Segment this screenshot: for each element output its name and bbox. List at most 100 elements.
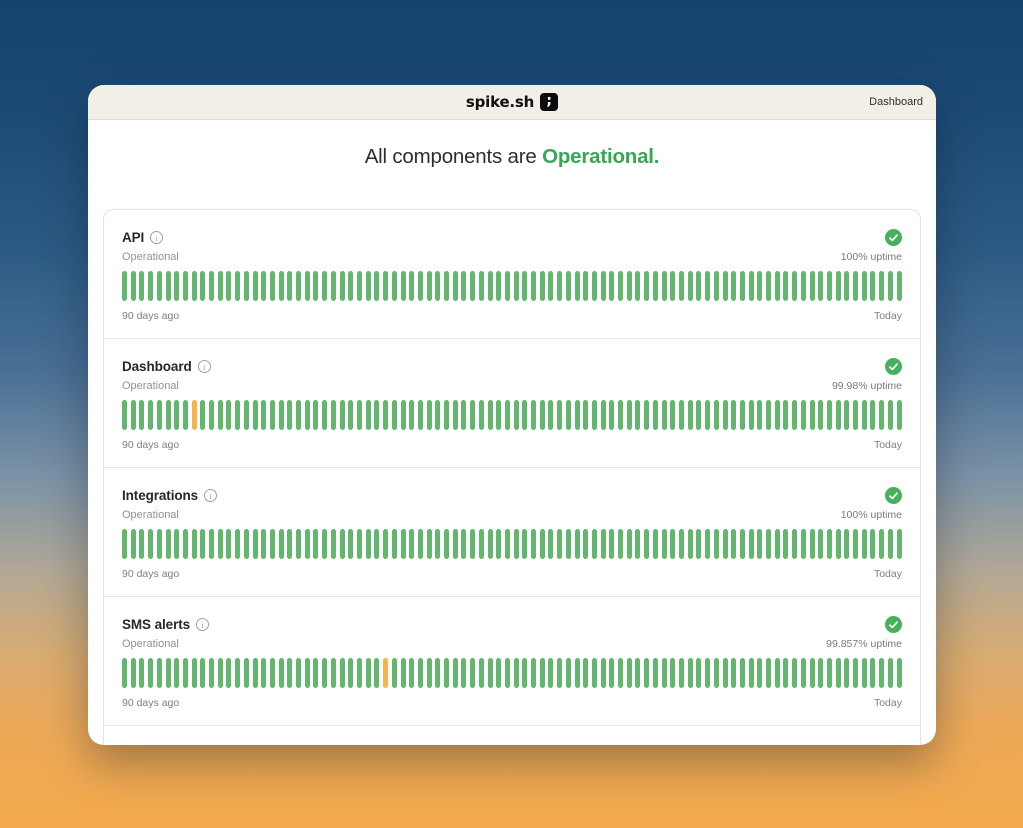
uptime-bar[interactable] [531,658,537,688]
uptime-bar[interactable] [409,658,415,688]
uptime-bar[interactable] [548,529,554,559]
uptime-bar[interactable] [348,271,354,301]
uptime-bar[interactable] [661,529,667,559]
uptime-bar[interactable] [600,658,606,688]
uptime-bar[interactable] [626,658,632,688]
uptime-bar[interactable] [226,400,232,430]
uptime-bar[interactable] [687,658,693,688]
uptime-bar[interactable] [365,529,371,559]
uptime-bar[interactable] [487,529,493,559]
uptime-bar[interactable] [417,529,423,559]
uptime-bar[interactable] [278,400,284,430]
uptime-bar[interactable] [800,271,806,301]
uptime-bar[interactable] [600,271,606,301]
uptime-bar[interactable] [557,271,563,301]
uptime-bar[interactable] [766,400,772,430]
uptime-bar[interactable] [583,658,589,688]
uptime-bar[interactable] [792,271,798,301]
uptime-bar[interactable] [487,271,493,301]
uptime-bar[interactable] [887,271,893,301]
uptime-bar[interactable] [670,400,676,430]
uptime-bar[interactable] [200,529,206,559]
uptime-bar[interactable] [504,529,510,559]
uptime-bar[interactable] [679,529,684,559]
uptime-bar[interactable] [209,271,215,301]
uptime-bar[interactable] [661,400,667,430]
uptime-bar-degraded[interactable] [383,658,389,688]
uptime-bar[interactable] [844,400,850,430]
uptime-bar[interactable] [748,400,754,430]
uptime-bar[interactable] [792,529,798,559]
uptime-bar[interactable] [652,271,658,301]
uptime-bar[interactable] [487,658,493,688]
uptime-bar[interactable] [417,658,423,688]
uptime-bar[interactable] [766,529,772,559]
uptime-bar[interactable] [200,400,206,430]
uptime-bar[interactable] [557,400,563,430]
uptime-bar[interactable] [679,271,684,301]
uptime-bar[interactable] [122,271,127,301]
uptime-bar[interactable] [861,529,867,559]
uptime-bar[interactable] [122,658,127,688]
uptime-bar[interactable] [757,400,763,430]
uptime-bar[interactable] [783,400,789,430]
uptime-bar[interactable] [757,529,763,559]
uptime-bar[interactable] [148,400,154,430]
uptime-bar[interactable] [444,271,450,301]
uptime-bar[interactable] [513,658,519,688]
uptime-bar[interactable] [896,271,902,301]
uptime-bar[interactable] [853,400,859,430]
uptime-bar[interactable] [435,529,441,559]
uptime-bar[interactable] [391,271,397,301]
uptime-bar[interactable] [191,529,197,559]
uptime-bar[interactable] [757,658,763,688]
uptime-bar[interactable] [313,400,319,430]
uptime-bar[interactable] [504,400,510,430]
uptime-bar[interactable] [731,400,737,430]
uptime-bar[interactable] [879,529,885,559]
uptime-bar[interactable] [696,400,702,430]
uptime-bar[interactable] [731,658,737,688]
uptime-bar[interactable] [522,271,528,301]
uptime-bar[interactable] [722,529,728,559]
uptime-bar[interactable] [174,271,180,301]
uptime-bar[interactable] [800,529,806,559]
uptime-bar[interactable] [156,271,162,301]
uptime-bar[interactable] [513,400,519,430]
uptime-bar[interactable] [409,271,415,301]
uptime-bar[interactable] [122,400,127,430]
uptime-bar[interactable] [243,529,249,559]
uptime-bar[interactable] [156,400,162,430]
uptime-bar[interactable] [200,271,206,301]
uptime-bar[interactable] [122,529,127,559]
uptime-bar[interactable] [635,658,641,688]
uptime-bar[interactable] [391,400,397,430]
uptime-bar[interactable] [818,658,824,688]
uptime-bar[interactable] [809,658,815,688]
uptime-bar[interactable] [330,271,336,301]
uptime-bar[interactable] [870,400,876,430]
uptime-bar[interactable] [809,400,815,430]
uptime-bar[interactable] [461,529,467,559]
uptime-bar[interactable] [156,658,162,688]
uptime-bar[interactable] [182,658,188,688]
uptime-bar[interactable] [278,529,284,559]
uptime-bar[interactable] [687,271,693,301]
uptime-bar[interactable] [374,271,380,301]
uptime-bar[interactable] [774,271,780,301]
uptime-bar[interactable] [687,400,693,430]
uptime-bar[interactable] [853,271,859,301]
uptime-bar[interactable] [287,400,293,430]
uptime-bars[interactable] [122,529,902,559]
uptime-bar[interactable] [400,529,406,559]
uptime-bar[interactable] [426,658,432,688]
uptime-bar[interactable] [435,271,441,301]
uptime-bar[interactable] [461,658,467,688]
uptime-bar[interactable] [809,271,815,301]
uptime-bar[interactable] [618,400,624,430]
uptime-bar[interactable] [426,271,432,301]
uptime-bar[interactable] [217,400,223,430]
uptime-bar[interactable] [635,400,641,430]
uptime-bar[interactable] [757,271,763,301]
uptime-bar[interactable] [861,400,867,430]
